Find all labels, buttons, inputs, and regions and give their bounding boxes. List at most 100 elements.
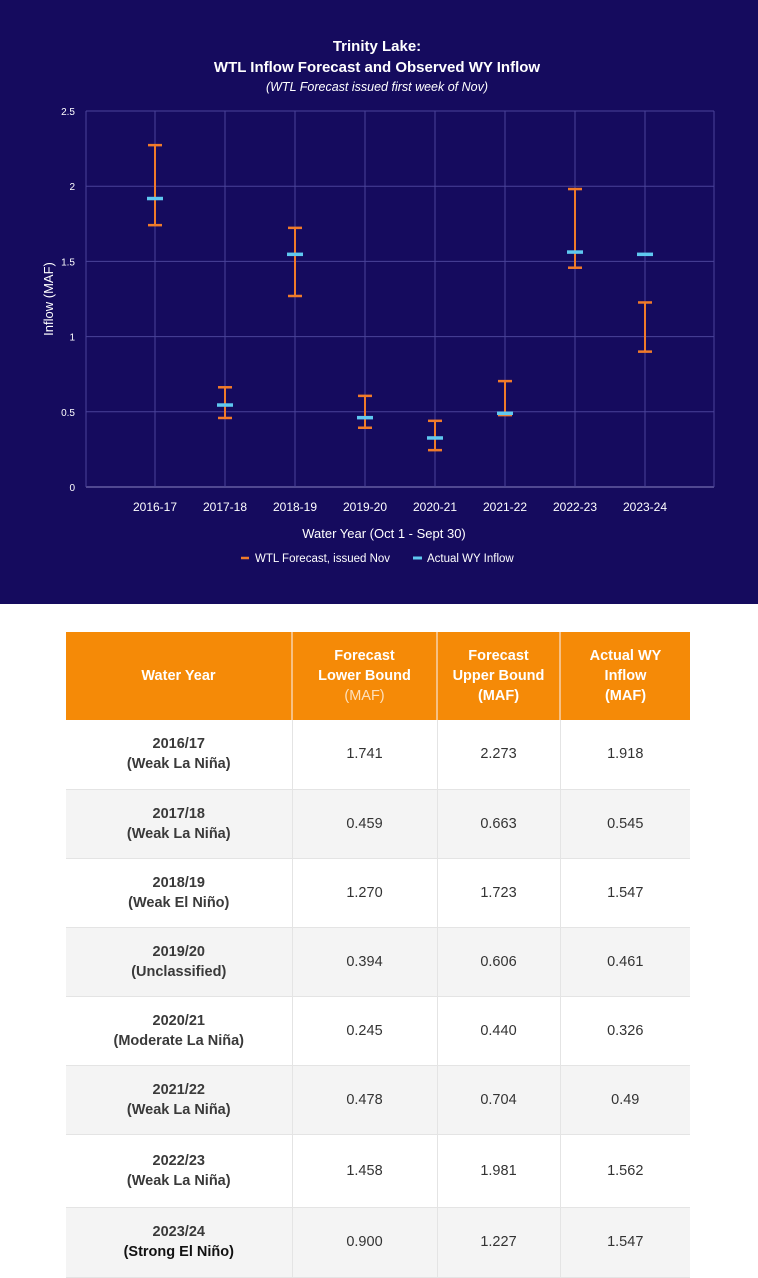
enso-classification: (Weak La Niña): [126, 825, 231, 842]
y-tick-labels: 0 0.5 1 1.5 2 2.5: [61, 107, 75, 494]
header-text: Forecast: [334, 648, 395, 664]
x-tick-label: 2017-18: [203, 500, 247, 514]
water-year-cell: 2016/17 (Weak La Niña): [66, 720, 293, 790]
upper-value-cell: 0.704: [437, 1065, 561, 1135]
y-axis-label: Inflow (MAF): [41, 262, 56, 336]
table-row: 2022/23 (Weak La Niña) 1.458 1.981 1.562: [66, 1134, 690, 1208]
y-tick-label: 2: [69, 182, 75, 193]
x-tick-label: 2020-21: [413, 500, 457, 514]
actual-value-cell: 0.461: [560, 927, 690, 997]
y-tick-label: 0.5: [61, 408, 75, 419]
water-year-cell: 2022/23 (Weak La Niña): [66, 1134, 293, 1208]
chart-panel: Trinity Lake: WTL Inflow Forecast and Ob…: [0, 0, 758, 604]
water-year: 2022/23: [152, 1152, 205, 1169]
actual-value-cell: 1.918: [560, 720, 690, 790]
table-row: 2017/18 (Weak La Niña) 0.459 0.663 0.545: [66, 789, 690, 859]
actual-value-cell: 0.545: [560, 789, 690, 859]
error-bars: [148, 143, 652, 452]
x-tick-label: 2022-23: [553, 500, 597, 514]
forecast-error-bar: [428, 419, 442, 452]
lower-value-cell: 0.459: [292, 789, 438, 859]
inflow-chart: Trinity Lake: WTL Inflow Forecast and Ob…: [41, 38, 715, 565]
water-year: 2018/19: [152, 874, 205, 891]
enso-classification: (Weak La Niña): [126, 1101, 231, 1118]
table-row: 2016/17 (Weak La Niña) 1.741 2.273 1.918: [66, 720, 690, 790]
actual-value-cell: 1.562: [560, 1134, 690, 1208]
table-row: 2019/20 (Unclassified) 0.394 0.606 0.461: [66, 927, 690, 997]
table-row: 2018/19 (Weak El Niño) 1.270 1.723 1.547: [66, 858, 690, 928]
chart-title: Trinity Lake:: [333, 38, 421, 55]
upper-value-cell: 0.606: [437, 927, 561, 997]
table-header-cell: Forecast Lower Bound (MAF): [292, 632, 438, 720]
forecast-error-bar: [288, 226, 302, 298]
header-unit: (MAF): [344, 688, 385, 704]
table-row: 2021/22 (Weak La Niña) 0.478 0.704 0.49: [66, 1065, 690, 1135]
water-year: 2017/18: [152, 805, 205, 822]
header-text: Water Year: [141, 668, 216, 684]
actual-value-cell: 1.547: [560, 858, 690, 928]
legend-forecast-label: WTL Forecast, issued Nov: [255, 553, 390, 565]
enso-classification: (Weak El Niño): [128, 894, 230, 911]
x-axis-label: Water Year (Oct 1 - Sept 30): [302, 526, 466, 541]
water-year-cell: 2018/19 (Weak El Niño): [66, 858, 293, 928]
header-unit: (MAF): [604, 688, 647, 704]
water-year: 2021/22: [152, 1081, 205, 1098]
y-tick-label: 1: [69, 333, 75, 344]
actual-markers: [147, 196, 653, 440]
water-year: 2020/21: [152, 1012, 205, 1029]
enso-classification: (Strong El Niño): [123, 1244, 234, 1260]
actual-value-cell: 0.49: [560, 1065, 690, 1135]
legend: WTL Forecast, issued Nov Actual WY Inflo…: [241, 553, 514, 565]
y-tick-label: 0: [69, 483, 75, 494]
lower-value-cell: 1.270: [292, 858, 438, 928]
water-year-cell: 2020/21 (Moderate La Niña): [66, 996, 293, 1066]
lower-value-cell: 1.458: [292, 1134, 438, 1208]
header-text: Inflow: [604, 668, 647, 684]
upper-value-cell: 0.663: [437, 789, 561, 859]
upper-value-cell: 1.723: [437, 858, 561, 928]
lower-value-cell: 0.900: [292, 1207, 438, 1278]
water-year: 2023/24: [152, 1224, 205, 1240]
table-header-cell: Actual WY Inflow (MAF): [560, 632, 690, 720]
enso-classification: (Weak La Niña): [126, 756, 231, 773]
actual-value-cell: 1.547: [560, 1207, 690, 1278]
water-year-cell: 2019/20 (Unclassified): [66, 927, 293, 997]
x-tick-label: 2019-20: [343, 500, 387, 514]
forecast-error-bar: [358, 394, 372, 429]
forecast-error-bar: [568, 187, 582, 269]
y-tick-label: 1.5: [61, 257, 75, 268]
table-row: 2023/24 (Strong El Niño) 0.900 1.227 1.547: [66, 1207, 690, 1278]
upper-value-cell: 0.440: [437, 996, 561, 1066]
forecast-error-bar: [218, 386, 232, 420]
chart-note: (WTL Forecast issued first week of Nov): [266, 80, 488, 94]
x-tick-label: 2021-22: [483, 500, 527, 514]
x-tick-label: 2018-19: [273, 500, 317, 514]
table-row: 2020/21 (Moderate La Niña) 0.245 0.440 0.326: [66, 996, 690, 1066]
header-text: Upper Bound: [452, 668, 545, 684]
enso-classification: (Unclassified): [131, 963, 227, 980]
enso-classification: (Weak La Niña): [126, 1172, 231, 1189]
lower-value-cell: 0.245: [292, 996, 438, 1066]
header-text: Forecast: [468, 648, 529, 664]
x-tick-label: 2023-24: [623, 500, 667, 514]
lower-value-cell: 0.478: [292, 1065, 438, 1135]
legend-actual-label: Actual WY Inflow: [427, 553, 514, 565]
forecast-error-bar: [498, 379, 512, 417]
upper-value-cell: 1.981: [437, 1134, 561, 1208]
enso-classification: (Moderate La Niña): [113, 1032, 244, 1049]
chart-subtitle: WTL Inflow Forecast and Observed WY Infl…: [214, 59, 540, 76]
lower-value-cell: 0.394: [292, 927, 438, 997]
water-year-cell: 2023/24 (Strong El Niño): [66, 1207, 293, 1278]
header-unit: (MAF): [477, 688, 520, 704]
actual-value-cell: 0.326: [560, 996, 690, 1066]
header-text: Actual WY: [589, 648, 662, 664]
table-header-cell: Forecast Upper Bound (MAF): [437, 632, 561, 720]
upper-value-cell: 2.273: [437, 720, 561, 790]
header-text: Lower Bound: [318, 668, 411, 684]
grid-lines: [85, 110, 715, 488]
upper-value-cell: 1.227: [437, 1207, 561, 1278]
x-tick-labels: 2016-17 2017-18 2018-19 2019-20 2020-21 2021-…: [133, 500, 667, 514]
water-year-cell: 2017/18 (Weak La Niña): [66, 789, 293, 859]
water-year-cell: 2021/22 (Weak La Niña): [66, 1065, 293, 1135]
y-tick-label: 2.5: [61, 107, 75, 118]
